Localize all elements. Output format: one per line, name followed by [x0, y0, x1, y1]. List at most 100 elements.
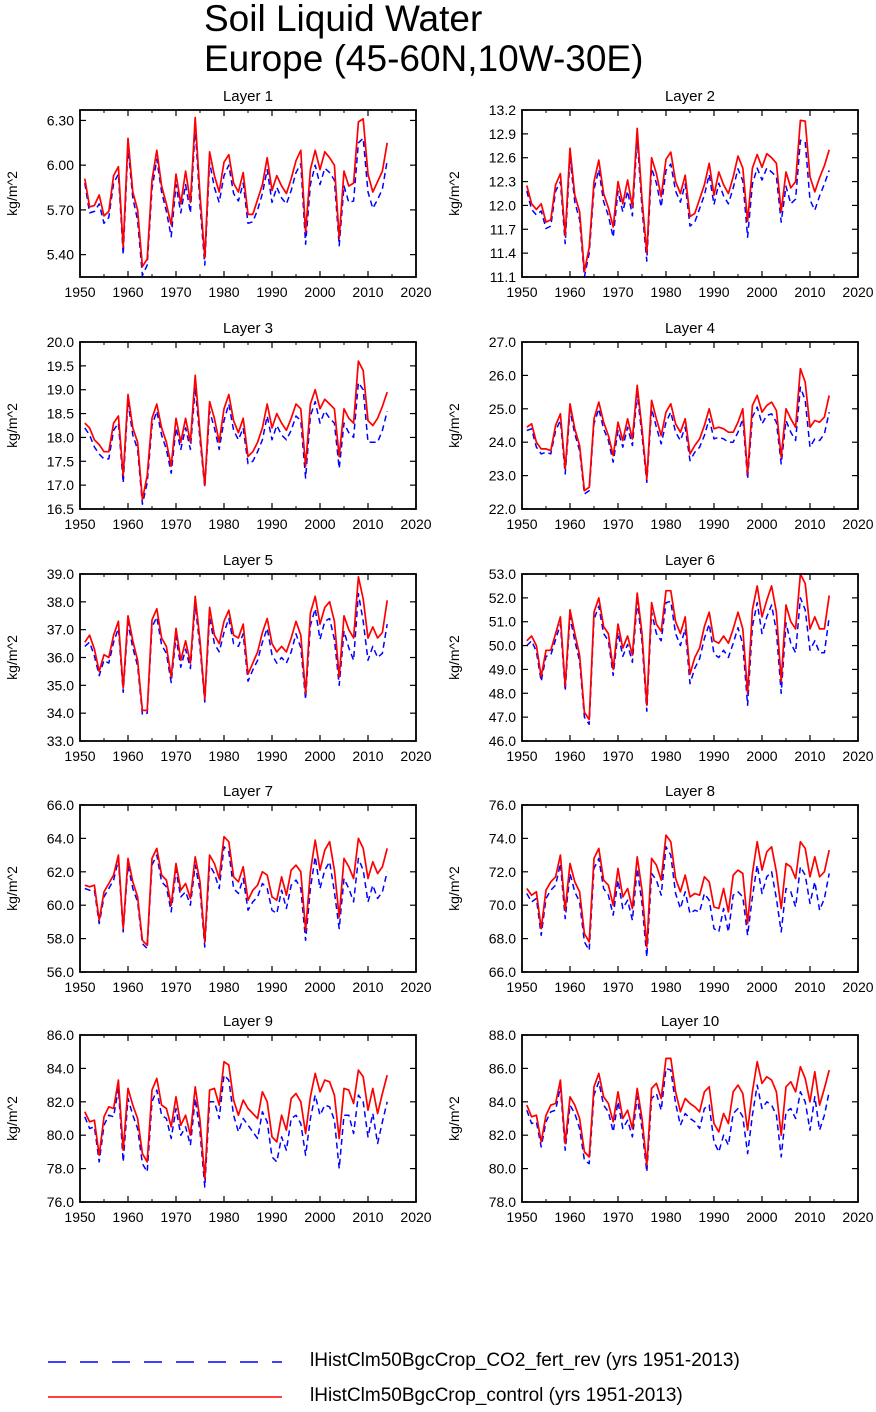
layer-3-series-co2-fert-rev-line: [84, 381, 388, 505]
layer-2-ylabel: kg/m^2: [446, 171, 462, 216]
layer-8-xtick-label: 1990: [698, 979, 729, 995]
layer-8-ylabel: kg/m^2: [446, 866, 462, 911]
layer-9-ytick-label: 78.0: [47, 1161, 74, 1177]
layer-4-ylabel: kg/m^2: [446, 403, 462, 448]
layer-3-xtick-label: 1990: [256, 516, 287, 532]
layer-2-xtick-label: 1960: [554, 284, 585, 300]
layer-3-xtick-label: 1960: [112, 516, 143, 532]
layer-4-ytick-label: 25.0: [489, 401, 516, 417]
layer-6-ytick-label: 46.0: [489, 733, 516, 749]
layer-8-ytick-label: 72.0: [489, 864, 516, 880]
layer-2-title: Layer 2: [665, 88, 715, 105]
layer-7-ytick-label: 64.0: [47, 830, 74, 846]
layer-5-ytick-label: 34.0: [47, 705, 74, 721]
layer-8-ytick-label: 66.0: [489, 964, 516, 980]
layer-10-xtick-label: 2000: [746, 1209, 777, 1225]
layer-2-xtick-label: 1980: [650, 284, 681, 300]
layer-6-xtick-label: 1980: [650, 748, 681, 764]
layer-6-xtick-label: 1950: [506, 748, 537, 764]
layer-9-xtick-label: 1990: [256, 1209, 287, 1225]
layer-1-xtick-label: 1950: [64, 284, 95, 300]
layer-1-series-control-line: [83, 116, 389, 268]
layer-1-xtick-label: 1990: [256, 284, 287, 300]
layer-3-ytick-label: 18.0: [47, 429, 74, 445]
layer-9-ylabel: kg/m^2: [4, 1096, 20, 1141]
layer-6-xtick-label: 1960: [554, 748, 585, 764]
layer-6-ytick-label: 47.0: [489, 709, 516, 725]
layer-10-series-co2-fert-rev-line: [526, 1067, 830, 1173]
layer-4-xtick-label: 1980: [650, 516, 681, 532]
layer-4-xtick-label: 1970: [602, 516, 633, 532]
layer-8-series-control-line: [526, 834, 831, 948]
layer-2-ytick-label: 11.4: [490, 245, 516, 261]
layer-9-ytick-label: 76.0: [47, 1194, 74, 1210]
layer-1-xtick-label: 1970: [160, 284, 191, 300]
layer-2-ytick-label: 12.9: [489, 126, 516, 142]
layer-9-ytick-label: 86.0: [47, 1027, 74, 1043]
layer-3-ytick-label: 17.0: [47, 477, 74, 493]
layer-5-xtick-label: 1980: [208, 748, 239, 764]
layer-7-ytick-label: 58.0: [47, 931, 74, 947]
layer-2-ytick-label: 12.0: [489, 197, 516, 213]
layer-8-xtick-label: 2010: [794, 979, 825, 995]
layer-7-xtick-label: 2020: [400, 979, 431, 995]
layer-5-xtick-label: 2020: [400, 748, 431, 764]
layer-6-series-control-line: [526, 573, 831, 721]
layer-9-xtick-label: 2000: [304, 1209, 335, 1225]
layer-5-ytick-label: 35.0: [47, 677, 74, 693]
layer-7-ytick-label: 62.0: [47, 864, 74, 880]
layer-3-ytick-label: 19.0: [47, 382, 74, 398]
layer-9-xtick-label: 1960: [112, 1209, 143, 1225]
layer-4-ytick-label: 27.0: [489, 334, 516, 350]
legend-label-control: lHistClm50BgcCrop_control (yrs 1951-2013…: [310, 1385, 683, 1406]
layer-9-ytick-label: 82.0: [47, 1094, 74, 1110]
layer-1-xtick-label: 2020: [400, 284, 431, 300]
layer-10-ytick-label: 84.0: [489, 1094, 516, 1110]
layer-6-ylabel: kg/m^2: [446, 635, 462, 680]
layer-1-xtick-label: 2010: [352, 284, 383, 300]
layer-4-xtick-label: 2000: [746, 516, 777, 532]
layer-6-ytick-label: 53.0: [489, 566, 516, 582]
layer-8-xtick-label: 1960: [554, 979, 585, 995]
layer-4-xtick-label: 1960: [554, 516, 585, 532]
layer-5-ytick-label: 33.0: [47, 733, 74, 749]
layer-7-ytick-label: 56.0: [47, 964, 74, 980]
layer-9-series-co2-fert-rev-line: [84, 1074, 388, 1188]
layer-8-xtick-label: 1950: [506, 979, 537, 995]
layer-5-xtick-label: 1960: [112, 748, 143, 764]
layer-10-ytick-label: 78.0: [489, 1194, 516, 1210]
layer-9-xtick-label: 2020: [400, 1209, 431, 1225]
layer-10-ytick-label: 82.0: [489, 1127, 516, 1143]
layer-6-xtick-label: 2010: [794, 748, 825, 764]
layer-6-ytick-label: 51.0: [489, 614, 516, 630]
layer-6-xtick-label: 2000: [746, 748, 777, 764]
layer-4-ytick-label: 24.0: [489, 434, 516, 450]
layer-4-ytick-label: 23.0: [489, 468, 516, 484]
layer-6-ytick-label: 49.0: [489, 661, 516, 677]
layer-8-ytick-label: 76.0: [489, 797, 516, 813]
layer-2-xtick-label: 1950: [506, 284, 537, 300]
layer-6-xtick-label: 1970: [602, 748, 633, 764]
layer-2-ytick-label: 12.3: [489, 174, 516, 190]
layer-7-xtick-label: 2000: [304, 979, 335, 995]
chart-title-line2: Europe (45-60N,10W-30E): [204, 38, 644, 79]
layer-4-series-co2-fert-rev-line: [526, 386, 830, 495]
layer-10-xtick-label: 1950: [506, 1209, 537, 1225]
layer-6-title: Layer 6: [665, 552, 715, 569]
layer-2-ytick-label: 12.6: [489, 150, 516, 166]
layer-5-title: Layer 5: [223, 552, 273, 569]
layer-6-xtick-label: 2020: [842, 748, 873, 764]
layer-7-xtick-label: 1950: [64, 979, 95, 995]
layer-6-ytick-label: 50.0: [489, 638, 516, 654]
layer-9-ytick-label: 80.0: [47, 1127, 74, 1143]
layer-5-ytick-label: 36.0: [47, 650, 74, 666]
layer-4-ytick-label: 26.0: [489, 367, 516, 383]
layer-10-ytick-label: 88.0: [489, 1027, 516, 1043]
layer-10-ytick-label: 80.0: [489, 1161, 516, 1177]
layer-9-xtick-label: 2010: [352, 1209, 383, 1225]
layer-9-title: Layer 9: [223, 1013, 273, 1030]
layer-4-xtick-label: 1990: [698, 516, 729, 532]
layer-7-xtick-label: 1990: [256, 979, 287, 995]
layer-2-xtick-label: 2020: [842, 284, 873, 300]
